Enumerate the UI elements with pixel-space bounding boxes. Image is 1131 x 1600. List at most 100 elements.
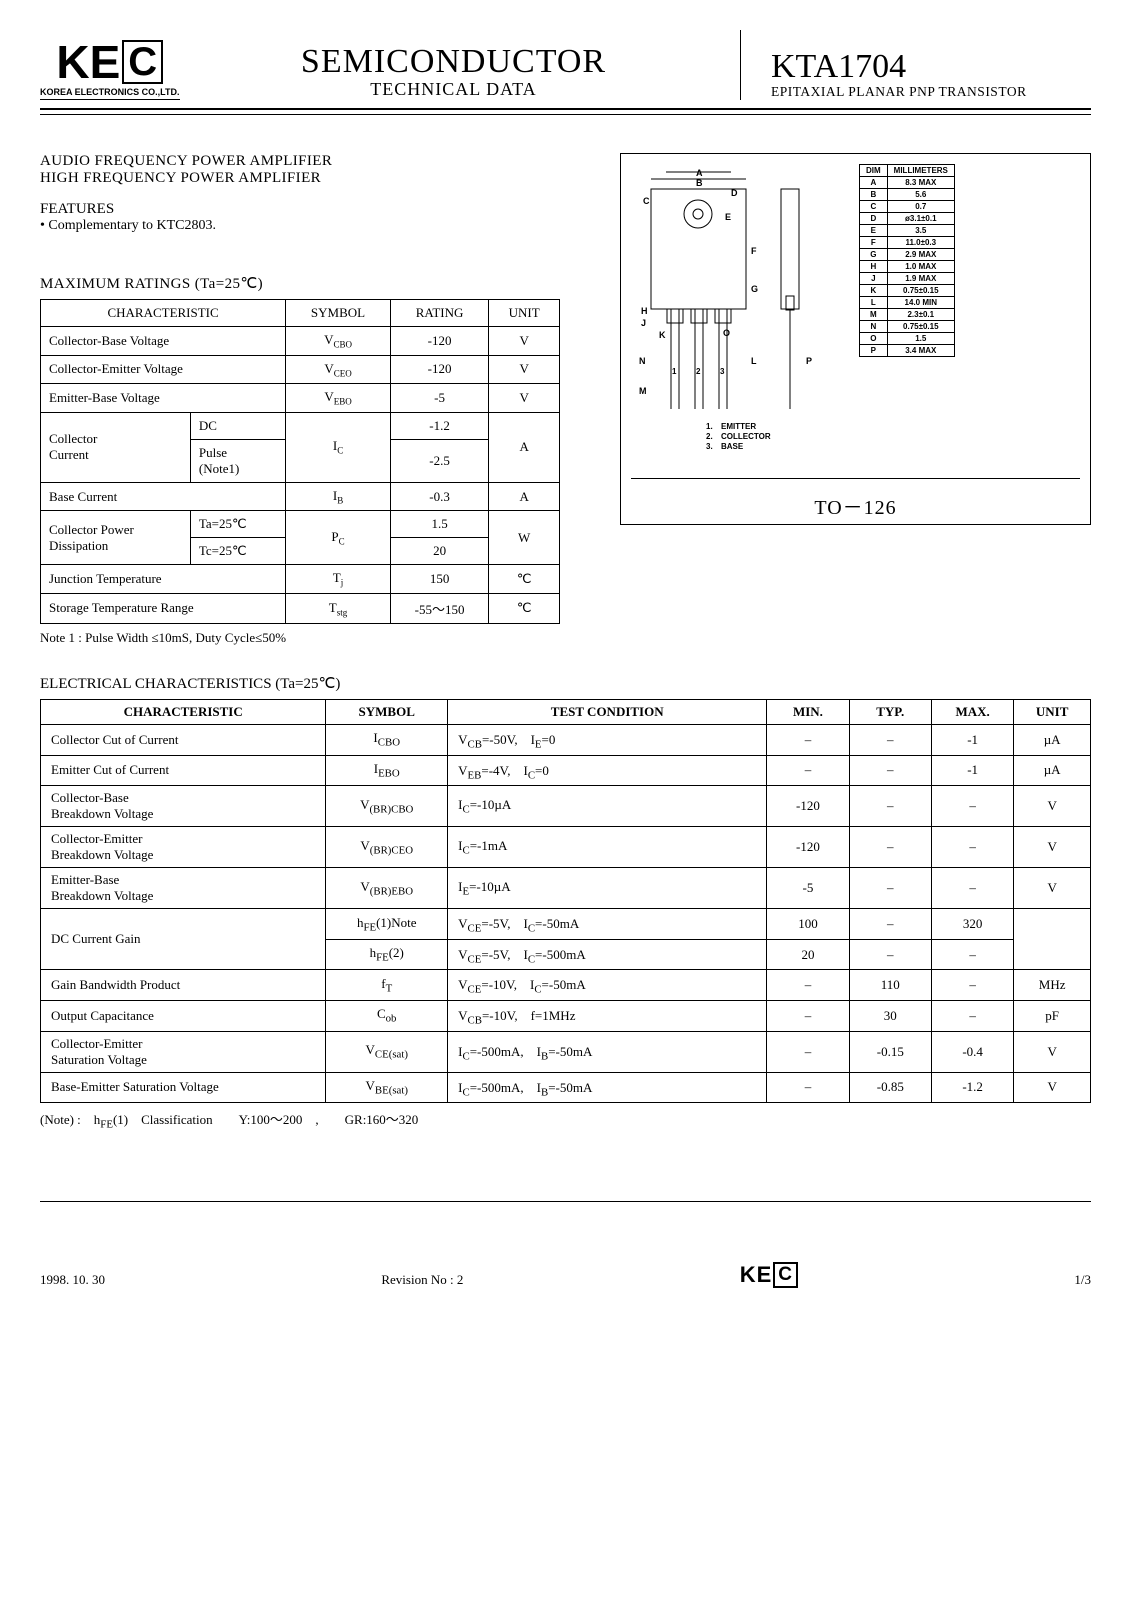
dim-value: ø3.1±0.1 <box>887 213 954 225</box>
elec-sym: IEBO <box>326 755 448 786</box>
doc-title: SEMICONDUCTOR TECHNICAL DATA <box>198 43 710 100</box>
svg-text:P: P <box>806 356 812 366</box>
dimension-table: DIM MILLIMETERS A8.3 MAXB5.6C0.7Dø3.1±0.… <box>859 164 955 357</box>
elec-min: – <box>767 755 849 786</box>
max-head-symbol: SYMBOL <box>286 300 391 327</box>
elec-sym: V(BR)CBO <box>326 786 448 827</box>
elec-max: – <box>931 868 1013 909</box>
elec-unit: V <box>1014 786 1091 827</box>
dim-letter: B <box>860 189 888 201</box>
svg-text:A: A <box>696 168 703 178</box>
elec-char: Gain Bandwidth Product <box>41 970 326 1001</box>
svg-text:2: 2 <box>696 367 701 376</box>
part-number: KTA1704 <box>771 48 1091 85</box>
svg-text:E: E <box>725 212 731 222</box>
tstg-char: Storage Temperature Range <box>41 593 286 623</box>
max-ratings-table: CHARACTERISTIC SYMBOL RATING UNIT Collec… <box>40 299 560 624</box>
elec-row: DC Current GainhFE(1)NoteVCE=-5V, IC=-50… <box>41 909 1091 940</box>
elec-sym: V(BR)CEO <box>326 827 448 868</box>
elec-max: -0.4 <box>931 1031 1013 1072</box>
footer-page: 1/3 <box>1074 1272 1091 1288</box>
elec-typ: – <box>849 868 931 909</box>
dim-row: K0.75±0.15 <box>860 285 955 297</box>
header-rule <box>40 114 1091 115</box>
svg-text:O: O <box>723 328 730 338</box>
dim-row: C0.7 <box>860 201 955 213</box>
elec-cond: VCB=-10V, f=1MHz <box>448 1000 767 1031</box>
dim-value: 3.5 <box>887 225 954 237</box>
vebo-char: Emitter-Base Voltage <box>41 384 286 413</box>
max-ratings-heading: MAXIMUM RATINGS (Ta=25℃) <box>40 274 560 293</box>
dim-letter: M <box>860 309 888 321</box>
elec-unit: µA <box>1014 755 1091 786</box>
svg-text:EMITTER: EMITTER <box>721 422 756 431</box>
elec-min: -120 <box>767 827 849 868</box>
elec-head-max: MAX. <box>931 699 1013 724</box>
elec-min: – <box>767 1072 849 1103</box>
dim-row: B5.6 <box>860 189 955 201</box>
dim-letter: K <box>860 285 888 297</box>
dim-row: E3.5 <box>860 225 955 237</box>
elec-cond: VCE=-5V, IC=-50mA <box>448 909 767 940</box>
dim-letter: L <box>860 297 888 309</box>
doc-title-small: TECHNICAL DATA <box>198 80 710 100</box>
pc-r-tc: 20 <box>390 538 488 565</box>
elec-cond: VEB=-4V, IC=0 <box>448 755 767 786</box>
elec-cond: VCE=-10V, IC=-50mA <box>448 970 767 1001</box>
elec-max: -1 <box>931 724 1013 755</box>
application-line2: HIGH FREQUENCY POWER AMPLIFIER <box>40 170 560 187</box>
elec-head-cond: TEST CONDITION <box>448 699 767 724</box>
elec-row: Base-Emitter Saturation VoltageVBE(sat)I… <box>41 1072 1091 1103</box>
svg-text:2.: 2. <box>706 432 713 441</box>
pc-r-ta: 1.5 <box>390 511 488 538</box>
elec-max: – <box>931 827 1013 868</box>
dim-row: H1.0 MAX <box>860 261 955 273</box>
dim-value: 1.9 MAX <box>887 273 954 285</box>
svg-text:BASE: BASE <box>721 442 744 451</box>
elec-max: -1.2 <box>931 1072 1013 1103</box>
max-head-char: CHARACTERISTIC <box>41 300 286 327</box>
elec-min: – <box>767 1031 849 1072</box>
elec-char: Collector-BaseBreakdown Voltage <box>41 786 326 827</box>
svg-text:M: M <box>639 386 647 396</box>
footer-revision: Revision No : 2 <box>381 1272 463 1288</box>
elec-cond: VCB=-50V, IE=0 <box>448 724 767 755</box>
elec-sym: hFE(2) <box>326 939 448 970</box>
elec-cond: IC=-10µA <box>448 786 767 827</box>
elec-sym: VBE(sat) <box>326 1072 448 1103</box>
vcbo-unit: V <box>489 327 560 356</box>
ic-dc: DC <box>190 412 285 439</box>
elec-head-typ: TYP. <box>849 699 931 724</box>
vceo-rating: -120 <box>390 355 488 384</box>
tj-sym: Tj <box>286 565 391 594</box>
vebo-rating: -5 <box>390 384 488 413</box>
elec-sym: ICBO <box>326 724 448 755</box>
dim-head-mm: MILLIMETERS <box>887 165 954 177</box>
footer-date: 1998. 10. 30 <box>40 1272 105 1288</box>
dim-letter: J <box>860 273 888 285</box>
svg-text:3.: 3. <box>706 442 713 451</box>
elec-cond: IC=-500mA, IB=-50mA <box>448 1031 767 1072</box>
ic-pulse: Pulse(Note1) <box>190 439 285 482</box>
elec-row: Collector Cut of CurrentICBOVCB=-50V, IE… <box>41 724 1091 755</box>
elec-min: – <box>767 970 849 1001</box>
dim-value: 2.9 MAX <box>887 249 954 261</box>
elec-typ: – <box>849 755 931 786</box>
page-footer: 1998. 10. 30 Revision No : 2 KEC 1/3 <box>40 1262 1091 1288</box>
header-divider <box>740 30 742 100</box>
svg-text:H: H <box>641 306 648 316</box>
elec-min: – <box>767 1000 849 1031</box>
ic-r-dc: -1.2 <box>390 412 488 439</box>
dim-row: J1.9 MAX <box>860 273 955 285</box>
svg-text:C: C <box>643 196 650 206</box>
max-head-rating: RATING <box>390 300 488 327</box>
dim-row: G2.9 MAX <box>860 249 955 261</box>
vebo-sym: VEBO <box>286 384 391 413</box>
dim-value: 1.0 MAX <box>887 261 954 273</box>
elec-typ: – <box>849 827 931 868</box>
svg-text:COLLECTOR: COLLECTOR <box>721 432 771 441</box>
dim-value: 0.75±0.15 <box>887 285 954 297</box>
vebo-unit: V <box>489 384 560 413</box>
ib-rating: -0.3 <box>390 482 488 511</box>
elec-min: 100 <box>767 909 849 940</box>
